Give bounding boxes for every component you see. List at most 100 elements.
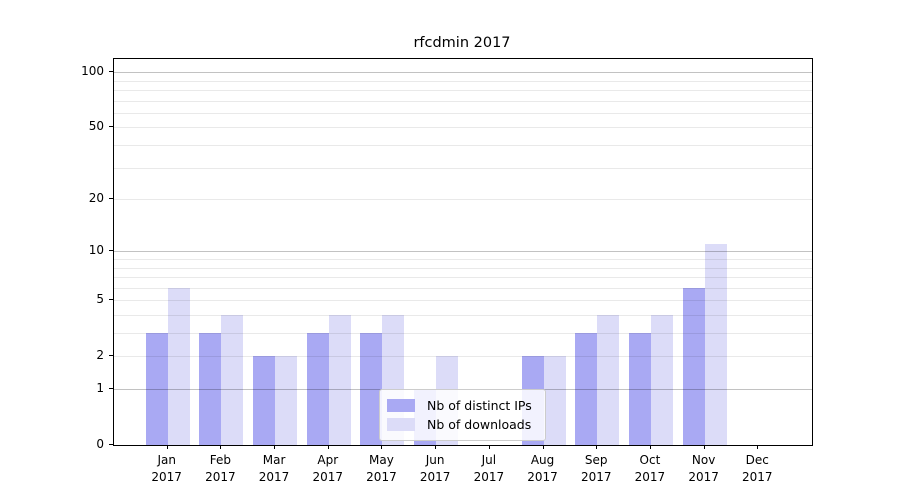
minor-gridline (114, 315, 812, 316)
legend-swatch-distinct-ips (387, 399, 415, 412)
bar-downloads (275, 356, 298, 445)
x-tick-mark (220, 445, 222, 449)
x-tick-mark (649, 445, 651, 449)
x-tick-label-year: 2017 (634, 469, 666, 484)
x-tick-label: Jun 2017 (403, 452, 467, 485)
x-tick-mark (703, 445, 705, 449)
y-tick-mark (109, 126, 113, 128)
bar-downloads (650, 315, 673, 445)
x-tick-mark (542, 445, 544, 449)
bar-distinct-ips (253, 356, 276, 445)
bar-distinct-ips (306, 333, 329, 445)
x-tick-mark (274, 445, 276, 449)
y-tick-mark (109, 250, 113, 252)
x-tick-label-month: Aug (530, 453, 555, 467)
legend-swatch-downloads (387, 418, 415, 431)
minor-gridline (114, 112, 812, 114)
x-tick-label-month: Oct (639, 453, 661, 467)
chart-title: rfcdmin 2017 (413, 35, 511, 51)
x-tick-mark (596, 445, 598, 449)
minor-gridline (114, 100, 812, 102)
bar-distinct-ips (628, 333, 651, 445)
x-tick-label-year: 2017 (312, 469, 344, 484)
legend-row-downloads: Nb of downloads (387, 415, 538, 434)
x-tick-label-month: Nov (691, 453, 716, 467)
y-tick-mark (109, 444, 113, 445)
y-tick-label: 1 (96, 381, 104, 396)
x-tick-label-month: Feb (209, 453, 231, 467)
x-tick-label-month: Jul (481, 453, 497, 467)
x-tick-label-year: 2017 (419, 469, 451, 484)
y-tick-mark (109, 198, 113, 200)
minor-gridline (114, 90, 812, 92)
minor-gridline (114, 80, 812, 82)
minor-gridline (114, 259, 812, 261)
minor-gridline (114, 199, 812, 201)
x-tick-label-year: 2017 (580, 469, 612, 484)
x-tick-label: Feb 2017 (188, 452, 252, 485)
y-tick-label: 0 (96, 437, 104, 451)
y-tick-label: 100 (81, 64, 104, 79)
x-tick-label-month: Mar (262, 453, 286, 467)
bar-distinct-ips (360, 333, 383, 445)
bar-downloads (167, 287, 190, 445)
major-gridline (114, 72, 812, 74)
x-tick-mark (435, 445, 437, 449)
bar-distinct-ips (575, 333, 598, 445)
minor-gridline (114, 287, 812, 289)
x-tick-label-year: 2017 (688, 469, 719, 484)
bar-downloads (597, 315, 620, 445)
x-tick-label: May 2017 (349, 452, 413, 485)
x-tick-label-month: Jan (157, 453, 176, 467)
legend-label-distinct-ips: Nb of distinct IPs (427, 397, 532, 413)
x-tick-label: Sep 2017 (564, 452, 628, 485)
x-tick-mark (381, 445, 383, 449)
minor-gridline (114, 333, 812, 335)
y-tick-mark (109, 71, 113, 73)
minor-gridline (114, 267, 812, 269)
x-tick-label: Jul 2017 (457, 452, 521, 485)
x-tick-label: Apr 2017 (296, 452, 360, 485)
x-tick-label-month: Jun (425, 453, 445, 467)
y-tick-label: 2 (96, 348, 104, 363)
x-tick-label: Mar 2017 (242, 452, 306, 485)
x-tick-label-year: 2017 (258, 469, 290, 484)
x-tick-mark (166, 445, 168, 449)
minor-gridline (114, 127, 812, 129)
x-tick-mark (757, 445, 759, 449)
x-tick-label-year: 2017 (366, 469, 397, 484)
bar-distinct-ips (682, 287, 705, 445)
x-tick-label-year: 2017 (742, 469, 773, 484)
legend-row-distinct-ips: Nb of distinct IPs (387, 396, 538, 415)
y-tick-mark (109, 299, 113, 301)
plot-area: Nb of distinct IPs Nb of downloads (113, 58, 813, 446)
x-tick-label: Oct 2017 (618, 452, 682, 485)
legend: Nb of distinct IPs Nb of downloads (379, 389, 546, 441)
x-tick-label-month: Dec (745, 453, 769, 467)
x-tick-label: Nov 2017 (672, 452, 736, 485)
x-tick-label-month: May (369, 453, 394, 467)
x-tick-label-month: Apr (317, 453, 339, 467)
y-tick-mark (109, 355, 113, 357)
x-tick-label-year: 2017 (151, 469, 182, 484)
bar-downloads (704, 244, 727, 445)
bar-distinct-ips (199, 333, 222, 445)
x-tick-label: Jan 2017 (135, 452, 199, 485)
x-tick-label-year: 2017 (527, 469, 558, 484)
x-tick-label: Dec 2017 (725, 452, 789, 485)
x-tick-mark (327, 445, 329, 449)
legend-label-downloads: Nb of downloads (427, 416, 532, 432)
major-gridline (114, 251, 812, 253)
y-tick-label: 20 (88, 191, 104, 206)
y-tick-mark (109, 388, 113, 390)
y-tick-label: 10 (88, 243, 104, 258)
x-tick-label-year: 2017 (473, 469, 505, 484)
minor-gridline (114, 167, 812, 169)
x-tick-mark (488, 445, 490, 449)
bar-downloads (328, 315, 351, 445)
minor-gridline (114, 145, 812, 147)
x-tick-label-month: Sep (584, 453, 608, 467)
minor-gridline (114, 356, 812, 358)
bar-downloads (221, 315, 244, 445)
